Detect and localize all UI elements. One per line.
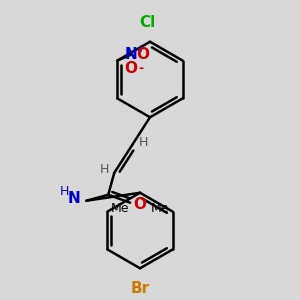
Text: O: O (134, 197, 147, 212)
Text: Me: Me (111, 202, 130, 215)
Text: N: N (68, 191, 81, 206)
Text: Me: Me (151, 202, 169, 215)
Text: Cl: Cl (139, 15, 155, 30)
Text: O: O (136, 47, 150, 62)
Text: O: O (125, 61, 138, 76)
Text: Br: Br (130, 281, 150, 296)
Text: H: H (60, 185, 69, 198)
Text: -: - (139, 62, 144, 75)
Text: H: H (100, 164, 109, 176)
Text: +: + (137, 44, 145, 54)
Text: H: H (138, 136, 148, 148)
Text: N: N (125, 47, 138, 62)
